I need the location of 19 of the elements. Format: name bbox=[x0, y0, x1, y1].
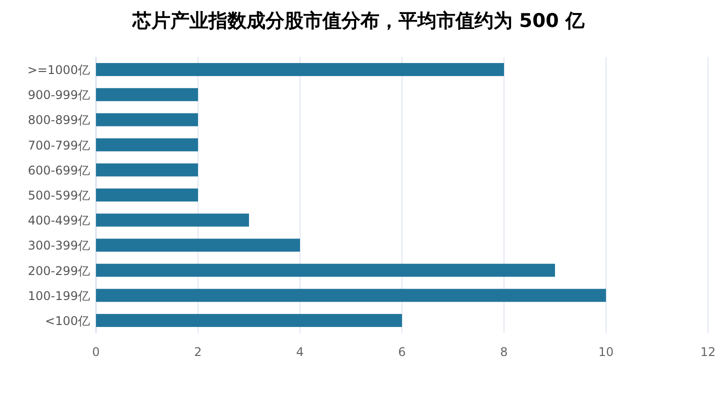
category: 200-299亿 bbox=[28, 264, 90, 278]
category: <100亿 bbox=[45, 314, 90, 328]
category: 400-499亿 bbox=[28, 214, 90, 228]
category: 100-199亿 bbox=[28, 288, 90, 303]
category: 600-699亿 bbox=[28, 163, 90, 178]
category: 800-899亿 bbox=[28, 113, 90, 128]
category: >=1000亿 bbox=[27, 63, 90, 78]
category: 900-999亿 bbox=[28, 88, 90, 102]
xtick: 4 bbox=[296, 345, 304, 359]
category: 300-399亿 bbox=[28, 238, 90, 253]
category: 500-599亿 bbox=[28, 188, 90, 202]
xtick: 10 bbox=[598, 345, 614, 359]
title: 芯片产业指数成分股市值分布，平均市值约为 500 亿 bbox=[132, 10, 584, 32]
xtick: 6 bbox=[398, 345, 406, 359]
xtick: 8 bbox=[500, 345, 508, 359]
xtick: 0 bbox=[92, 345, 100, 359]
xtick: 12 bbox=[700, 345, 716, 359]
xtick: 2 bbox=[194, 345, 202, 359]
category: 700-799亿 bbox=[28, 138, 90, 152]
